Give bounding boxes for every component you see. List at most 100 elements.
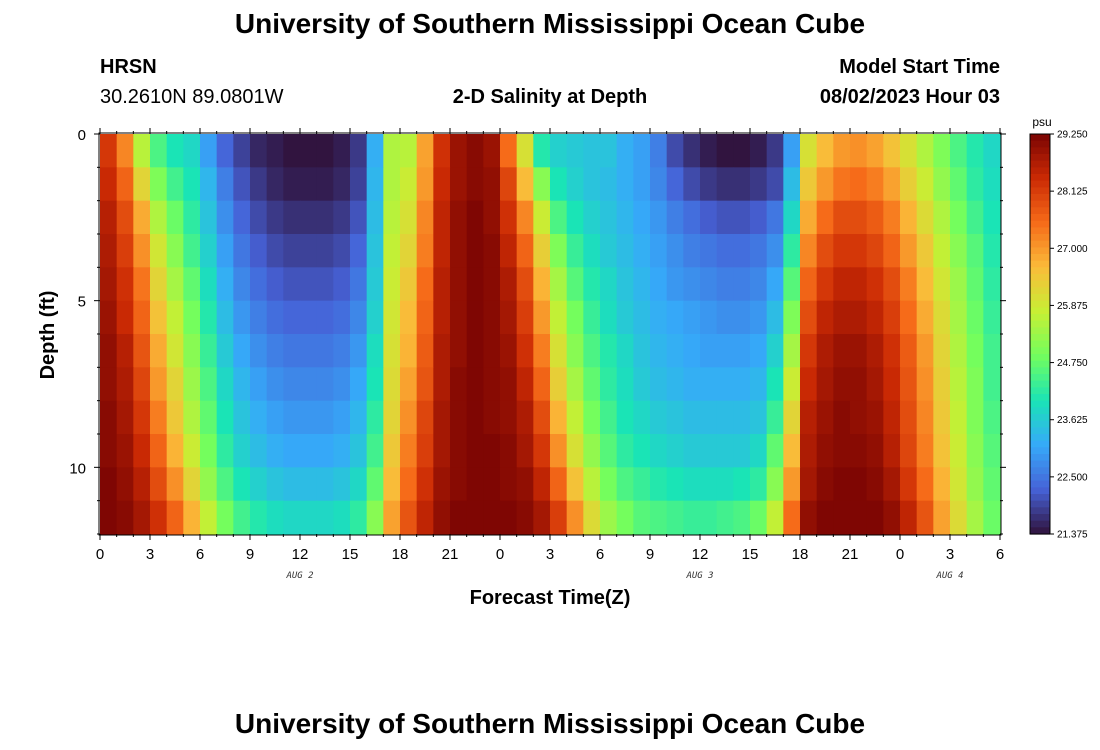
colorbar-segment xyxy=(1030,180,1050,188)
heatmap-cell xyxy=(100,367,118,402)
heatmap-cell xyxy=(350,334,368,368)
heatmap-cell xyxy=(666,367,684,402)
heatmap-cell xyxy=(733,334,751,368)
heatmap-cell xyxy=(833,434,851,468)
heatmap-cell xyxy=(633,334,651,368)
heatmap-cell xyxy=(383,334,401,368)
heatmap-cell xyxy=(333,334,351,368)
heatmap-cell xyxy=(716,200,734,235)
heatmap-cell xyxy=(833,500,851,535)
heatmap-cell xyxy=(283,200,301,235)
heatmap-cell xyxy=(150,234,168,268)
heatmap-cell xyxy=(983,467,1001,502)
heatmap-cell xyxy=(383,500,401,535)
heatmap-cell xyxy=(783,300,801,335)
heatmap-cell xyxy=(816,200,834,235)
colorbar-segment xyxy=(1030,260,1050,268)
heatmap-cell xyxy=(400,234,418,268)
heatmap-cell xyxy=(800,500,818,535)
heatmap-cell xyxy=(850,167,868,202)
heatmap-cell xyxy=(166,500,184,535)
heatmap-cell xyxy=(233,434,251,468)
heatmap-cell xyxy=(800,434,818,468)
heatmap-cell xyxy=(200,267,218,302)
heatmap-cell xyxy=(800,200,818,235)
heatmap-cell xyxy=(816,467,834,502)
heatmap-cell xyxy=(566,434,584,468)
heatmap-cell xyxy=(483,367,501,402)
heatmap-cell xyxy=(983,267,1001,302)
heatmap-cell xyxy=(416,167,434,202)
heatmap-cell xyxy=(550,367,568,402)
heatmap-cell xyxy=(366,434,384,468)
heatmap-cell xyxy=(633,134,651,168)
heatmap-cell xyxy=(433,234,451,268)
colorbar-segment xyxy=(1030,340,1050,348)
heatmap-cell xyxy=(500,134,518,168)
heatmap-cell xyxy=(616,167,634,202)
heatmap-cell xyxy=(366,300,384,335)
colorbar-segment xyxy=(1030,280,1050,288)
heatmap-cell xyxy=(766,334,784,368)
heatmap-cell xyxy=(900,500,918,535)
heatmap-cell xyxy=(900,434,918,468)
heatmap-cell xyxy=(166,434,184,468)
heatmap-cell xyxy=(516,367,534,402)
heatmap-cell xyxy=(733,167,751,202)
colorbar-tick-label: 29.250 xyxy=(1057,130,1088,141)
heatmap-cell xyxy=(433,367,451,402)
colorbar-segment xyxy=(1030,200,1050,208)
heatmap-cell xyxy=(233,300,251,335)
heatmap-cell xyxy=(866,134,884,168)
heatmap-cell xyxy=(300,134,318,168)
heatmap-cell xyxy=(333,134,351,168)
heatmap-cell xyxy=(150,400,168,435)
heatmap-cell xyxy=(233,367,251,402)
heatmap-cell xyxy=(150,500,168,535)
heatmap-cell xyxy=(866,167,884,202)
heatmap-cell xyxy=(816,300,834,335)
heatmap-cell xyxy=(833,367,851,402)
heatmap-cell xyxy=(100,267,118,302)
heatmap-cell xyxy=(333,400,351,435)
heatmap-cell xyxy=(300,167,318,202)
x-tick-label: 18 xyxy=(392,546,409,563)
heatmap-cell xyxy=(183,267,201,302)
heatmap-cell xyxy=(150,200,168,235)
heatmap-cell xyxy=(733,367,751,402)
heatmap-cell xyxy=(166,467,184,502)
heatmap-cell xyxy=(450,500,468,535)
heatmap-cell xyxy=(866,367,884,402)
heatmap-cell xyxy=(350,500,368,535)
colorbar-segment xyxy=(1030,167,1050,175)
heatmap-cell xyxy=(966,367,984,402)
heatmap-cell xyxy=(616,334,634,368)
heatmap-cell xyxy=(566,200,584,235)
heatmap-cell xyxy=(333,200,351,235)
x-tick-label: 12 xyxy=(292,546,309,563)
heatmap-cell xyxy=(466,200,484,235)
heatmap-cell xyxy=(283,167,301,202)
heatmap-cell xyxy=(900,234,918,268)
heatmap-cell xyxy=(533,267,551,302)
model-start-label: Model Start Time xyxy=(839,56,1000,78)
colorbar-segment xyxy=(1030,187,1050,195)
heatmap-cell xyxy=(516,200,534,235)
colorbar-segment xyxy=(1030,440,1050,448)
heatmap-cell xyxy=(166,134,184,168)
heatmap-cell xyxy=(133,300,151,335)
heatmap-cell xyxy=(150,434,168,468)
heatmap-cell xyxy=(400,134,418,168)
heatmap-cell xyxy=(383,234,401,268)
heatmap-cell xyxy=(983,434,1001,468)
heatmap-cell xyxy=(366,500,384,535)
heatmap-cell xyxy=(450,200,468,235)
heatmap-cell xyxy=(466,400,484,435)
heatmap-cell xyxy=(283,367,301,402)
heatmap-cell xyxy=(983,334,1001,368)
heatmap-cell xyxy=(216,500,234,535)
heatmap-cell xyxy=(116,234,134,268)
heatmap-cell xyxy=(600,200,618,235)
heatmap-cell xyxy=(600,134,618,168)
heatmap-cell xyxy=(766,167,784,202)
